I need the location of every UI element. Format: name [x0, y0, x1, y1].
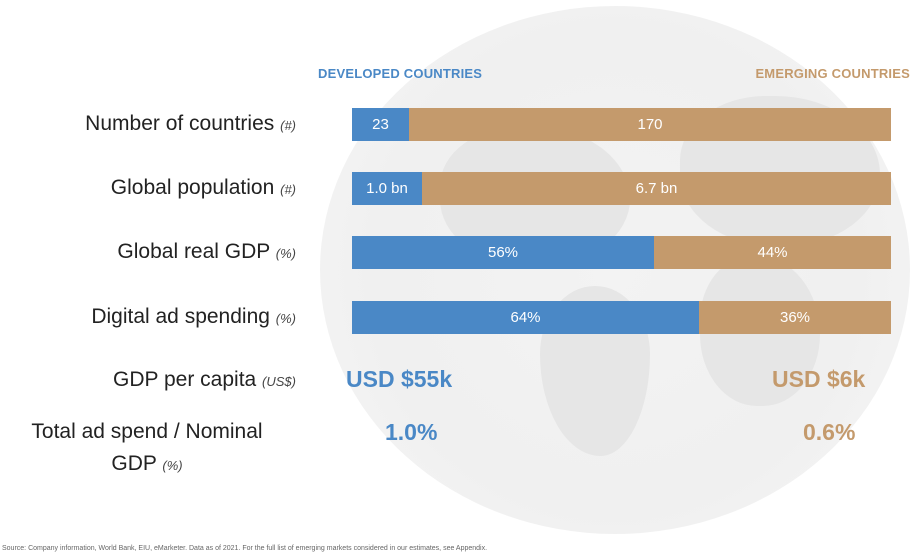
row-label-text: Number of countries	[85, 112, 275, 135]
row-label-countries: Number of countries (#)	[6, 108, 296, 142]
bar-segment-developed: 1.0 bn	[352, 172, 422, 205]
row-label-text: Global population	[110, 176, 275, 199]
metric-label-gdp-per-capita: GDP per capita (US$)	[6, 364, 296, 398]
bar-segment-developed: 56%	[352, 236, 654, 269]
metric-value-developed: 1.0%	[385, 419, 438, 445]
metric-label-unit: (US$)	[262, 374, 296, 389]
row-label-unit: (#)	[280, 182, 296, 197]
bar-segment-emerging: 6.7 bn	[422, 172, 891, 205]
bar-segment-developed: 23	[352, 108, 409, 141]
row-label-unit: (%)	[275, 311, 296, 326]
row-label-text: Digital ad spending	[91, 305, 270, 328]
world-map-background	[320, 6, 910, 534]
metric-label-ad-spend-ratio: Total ad spend / Nominal GDP (%)	[0, 416, 297, 482]
row-label-gdp: Global real GDP (%)	[6, 236, 296, 270]
bar-segment-emerging: 170	[409, 108, 891, 141]
metric-value-developed: USD $55k	[346, 366, 453, 392]
metric-label-line1: Total ad spend / Nominal	[31, 420, 263, 443]
bar-ad-spending: 64% 36%	[352, 301, 891, 334]
bar-countries: 23 170	[352, 108, 891, 141]
bar-segment-developed: 64%	[352, 301, 699, 334]
legend-emerging: EMERGING COUNTRIES	[755, 66, 910, 81]
metric-label-unit: (%)	[162, 458, 183, 473]
bar-gdp: 56% 44%	[352, 236, 891, 269]
row-label-population: Global population (#)	[6, 172, 296, 206]
bar-segment-emerging: 36%	[699, 301, 891, 334]
bar-population: 1.0 bn 6.7 bn	[352, 172, 891, 205]
metric-label-line2: GDP	[111, 452, 157, 475]
metric-label-text: GDP per capita	[113, 368, 257, 391]
source-footnote: Source: Company information, World Bank,…	[2, 545, 488, 552]
metric-value-emerging: 0.6%	[803, 419, 856, 445]
row-label-ad-spending: Digital ad spending (%)	[6, 301, 296, 335]
legend-developed: DEVELOPED COUNTRIES	[318, 66, 483, 81]
row-label-unit: (%)	[275, 246, 296, 261]
row-label-unit: (#)	[280, 118, 296, 133]
metric-value-emerging: USD $6k	[772, 366, 866, 392]
bar-segment-emerging: 44%	[654, 236, 891, 269]
row-label-text: Global real GDP	[117, 240, 270, 263]
